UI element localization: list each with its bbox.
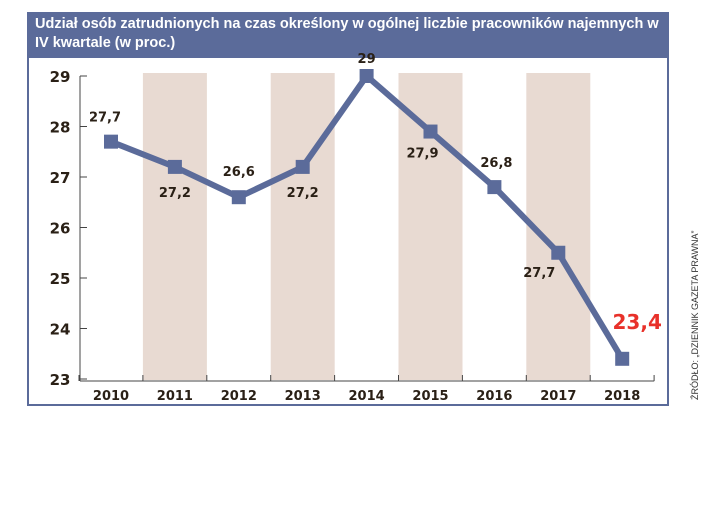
x-tick-label: 2010 xyxy=(93,389,129,404)
data-point xyxy=(487,180,502,195)
y-tick-label: 28 xyxy=(50,119,71,137)
x-tick-label: 2012 xyxy=(221,389,257,404)
y-tick-label: 24 xyxy=(50,321,71,339)
data-label: 23,4 xyxy=(613,310,662,334)
background-band xyxy=(270,73,335,380)
data-label: 26,6 xyxy=(223,165,255,180)
data-label: 27,7 xyxy=(89,111,121,126)
data-label: 27,7 xyxy=(523,266,555,281)
data-point xyxy=(295,159,310,174)
data-label: 29 xyxy=(358,52,376,67)
data-point xyxy=(359,69,374,83)
y-tick-label: 25 xyxy=(50,270,71,288)
background-band xyxy=(142,73,207,380)
data-label: 27,9 xyxy=(406,147,438,162)
chart-title: Udział osób zatrudnionych na czas określ… xyxy=(27,12,669,58)
x-tick-label: 2011 xyxy=(157,389,193,404)
source-note: ŹRÓDŁO: „DZIENNIK GAZETA PRAWNA” xyxy=(690,230,700,400)
y-tick-label: 27 xyxy=(50,169,71,187)
y-tick-label: 29 xyxy=(50,68,71,86)
data-point xyxy=(423,124,438,139)
x-tick-label: 2016 xyxy=(476,389,512,404)
data-point xyxy=(615,351,630,366)
x-tick-label: 2018 xyxy=(604,389,640,404)
data-label: 27,2 xyxy=(287,186,319,201)
x-tick-label: 2014 xyxy=(349,389,385,404)
x-tick-label: 2017 xyxy=(540,389,576,404)
y-tick-label: 23 xyxy=(50,371,71,389)
y-tick-label: 26 xyxy=(50,220,71,238)
data-label: 27,2 xyxy=(159,186,191,201)
data-point xyxy=(104,134,118,149)
x-tick-label: 2013 xyxy=(285,389,321,404)
data-point xyxy=(231,190,246,205)
data-point xyxy=(551,245,566,260)
x-tick-label: 2015 xyxy=(412,389,448,404)
background-band xyxy=(526,73,591,380)
data-point xyxy=(167,159,182,174)
background-band xyxy=(398,73,463,380)
data-label: 26,8 xyxy=(480,156,512,171)
